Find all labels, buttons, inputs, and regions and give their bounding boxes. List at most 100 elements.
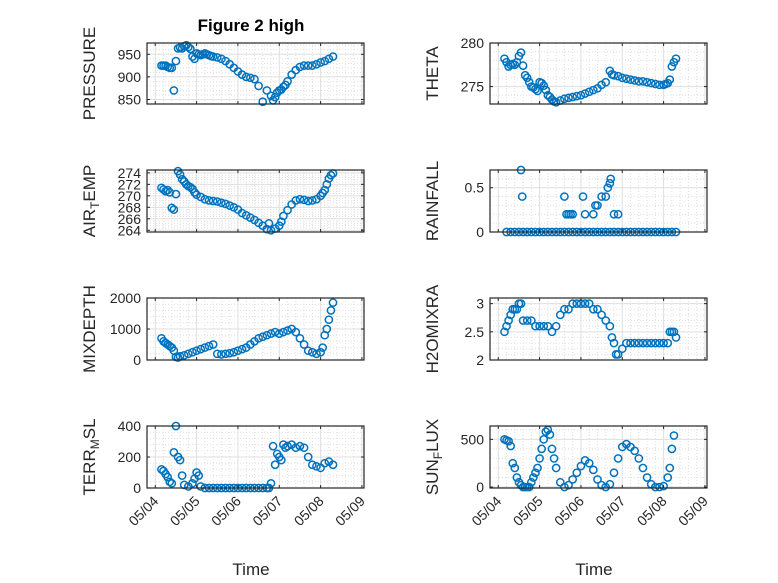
data-point bbox=[295, 441, 305, 451]
data-point bbox=[638, 463, 648, 473]
data-point bbox=[283, 205, 292, 215]
y-tick-label: 400 bbox=[118, 418, 142, 434]
data-point bbox=[192, 346, 201, 356]
data-point bbox=[328, 460, 338, 470]
data-point bbox=[328, 52, 338, 61]
data-point bbox=[163, 472, 173, 482]
data-point bbox=[572, 91, 582, 101]
data-point bbox=[535, 454, 544, 463]
subplot-theta: 275 280 THETA bbox=[423, 35, 708, 107]
y-axis-label: TERRMSL bbox=[80, 418, 102, 495]
data-point bbox=[167, 479, 177, 488]
data-point bbox=[506, 441, 516, 451]
data-point bbox=[593, 201, 602, 210]
data-point bbox=[165, 477, 175, 487]
data-point bbox=[535, 321, 544, 331]
data-point bbox=[646, 338, 656, 348]
data-point bbox=[200, 194, 210, 204]
data-point bbox=[522, 316, 532, 325]
data-point bbox=[258, 332, 268, 342]
data-point bbox=[303, 452, 313, 462]
subplot-terr-msl: 0 200 400 TERRMSL 05/04 05/05 05/06 05/07 05/08 0… bbox=[80, 418, 368, 529]
data-point bbox=[630, 338, 640, 348]
data-point bbox=[638, 76, 648, 86]
data-point bbox=[204, 196, 214, 205]
data-point bbox=[609, 209, 619, 219]
data-point bbox=[326, 170, 336, 180]
data-point bbox=[177, 174, 187, 184]
data-point bbox=[531, 84, 540, 94]
y-axis-label: RAINFALL bbox=[423, 161, 442, 241]
data-point bbox=[186, 182, 195, 192]
data-point bbox=[266, 329, 276, 338]
data-point bbox=[270, 327, 280, 337]
data-point bbox=[303, 346, 313, 356]
data-point bbox=[212, 197, 222, 206]
data-point bbox=[671, 54, 681, 64]
data-point bbox=[506, 310, 516, 320]
data-point bbox=[617, 344, 627, 354]
data-point bbox=[266, 479, 276, 488]
data-point bbox=[186, 44, 195, 54]
data-point bbox=[299, 195, 309, 205]
data-point bbox=[630, 76, 640, 85]
data-point bbox=[572, 468, 582, 478]
data-point bbox=[650, 482, 660, 492]
data-point bbox=[593, 475, 602, 484]
x-tick-label: 05/04 bbox=[468, 493, 504, 529]
data-point bbox=[601, 192, 611, 201]
data-point bbox=[268, 441, 278, 451]
data-point bbox=[322, 180, 332, 189]
data-point bbox=[555, 310, 565, 320]
data-point bbox=[576, 90, 586, 100]
data-point bbox=[299, 443, 309, 453]
data-point bbox=[617, 73, 627, 83]
data-point bbox=[522, 73, 532, 83]
x-tick-label: 05/04 bbox=[125, 493, 161, 529]
data-point bbox=[295, 194, 305, 204]
data-point bbox=[533, 86, 542, 96]
data-point bbox=[504, 436, 513, 446]
data-point bbox=[183, 349, 193, 359]
data-point bbox=[564, 480, 573, 490]
data-point bbox=[221, 199, 230, 209]
data-point bbox=[163, 185, 173, 195]
y-tick-label: 2000 bbox=[110, 290, 141, 306]
data-point bbox=[659, 481, 668, 491]
axes-box bbox=[489, 42, 708, 105]
data-point bbox=[237, 344, 247, 354]
data-point bbox=[634, 338, 644, 348]
x-axis-label-left: Time bbox=[232, 560, 269, 579]
data-point bbox=[665, 463, 675, 473]
data-point bbox=[671, 333, 681, 342]
data-point bbox=[299, 61, 309, 70]
data-point bbox=[303, 61, 313, 70]
data-point bbox=[512, 473, 522, 482]
axes-box bbox=[489, 425, 708, 489]
data-point bbox=[221, 349, 230, 359]
y-tick-label: 270 bbox=[118, 188, 142, 204]
axes-box bbox=[489, 169, 708, 233]
data-point bbox=[312, 349, 321, 359]
data-point bbox=[279, 211, 288, 221]
x-tick-label: 05/08 bbox=[634, 493, 670, 529]
data-point bbox=[262, 330, 272, 340]
data-point bbox=[303, 196, 313, 206]
y-tick-label: 850 bbox=[118, 91, 142, 107]
data-point bbox=[279, 82, 288, 92]
data-point bbox=[560, 482, 569, 492]
data-point bbox=[217, 350, 226, 359]
data-point bbox=[190, 188, 199, 197]
x-tick-label: 05/06 bbox=[208, 493, 244, 529]
data-point bbox=[541, 85, 551, 95]
data-point bbox=[270, 92, 280, 102]
y-tick-label: 200 bbox=[118, 449, 142, 465]
data-point bbox=[276, 455, 286, 465]
data-point bbox=[609, 338, 619, 348]
data-point bbox=[560, 192, 569, 201]
data-point bbox=[564, 93, 573, 103]
data-point bbox=[584, 299, 594, 308]
data-point bbox=[217, 198, 226, 208]
data-point bbox=[634, 76, 644, 86]
